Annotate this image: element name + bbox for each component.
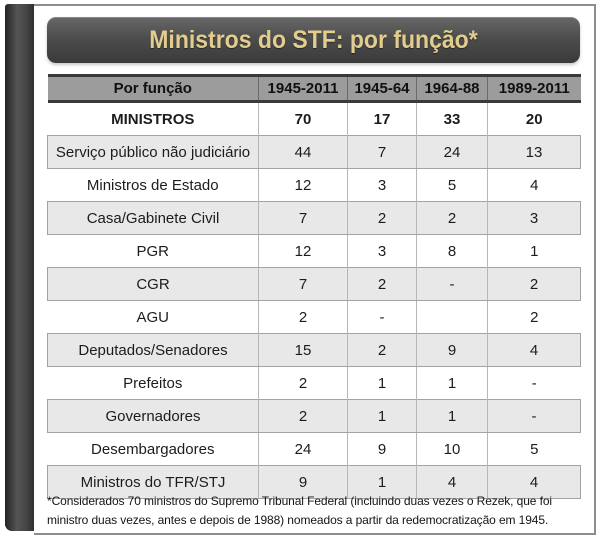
cell-value: 3 (347, 168, 417, 202)
row-label: Governadores (47, 399, 259, 433)
cell-value: - (416, 267, 488, 301)
row-label: Casa/Gabinete Civil (47, 201, 259, 235)
cell-value: 3 (347, 234, 417, 268)
table-row: CGR 7 2 - 2 (47, 267, 581, 301)
cell-value: 1 (416, 366, 488, 400)
row-label: Ministros de Estado (47, 168, 259, 202)
infographic-card: Ministros do STF: por função* Por função… (34, 4, 596, 535)
header-row: Por função 1945-2011 1945-64 1964-88 198… (47, 74, 581, 103)
row-label: Prefeitos (47, 366, 259, 400)
table-row: AGU 2 - 2 (47, 300, 581, 334)
table-row: Governadores 2 1 1 - (47, 399, 581, 433)
cell-value: 2 (416, 201, 488, 235)
table-row: Desembargadores 24 9 10 5 (47, 432, 581, 466)
cell-value: 24 (416, 135, 488, 169)
cell-value: 70 (258, 101, 348, 136)
cell-value: 13 (487, 135, 581, 169)
cell-value: 2 (258, 300, 348, 334)
cell-value (416, 300, 488, 334)
cell-value: 7 (258, 267, 348, 301)
cell-value: - (487, 366, 581, 400)
cell-value: 5 (487, 432, 581, 466)
cell-value: 20 (487, 101, 581, 136)
column-header-1945-64: 1945-64 (347, 74, 417, 103)
cell-value: 2 (487, 300, 581, 334)
table-row: Casa/Gabinete Civil 7 2 2 3 (47, 201, 581, 235)
cell-value: 1 (487, 234, 581, 268)
cell-value: 44 (258, 135, 348, 169)
cell-value: 4 (487, 168, 581, 202)
column-header-1964-88: 1964-88 (416, 74, 488, 103)
cell-value: 4 (487, 465, 581, 499)
column-header-1989-2011: 1989-2011 (487, 74, 581, 103)
cell-value: 15 (258, 333, 348, 367)
cell-value: 10 (416, 432, 488, 466)
cell-value: 7 (347, 135, 417, 169)
cell-value: 1 (347, 366, 417, 400)
cell-value: 1 (347, 399, 417, 433)
cell-value: 2 (347, 333, 417, 367)
left-spine-bar (5, 4, 34, 531)
cell-value: 33 (416, 101, 488, 136)
cell-value: 9 (416, 333, 488, 367)
cell-value: 2 (487, 267, 581, 301)
cell-value: 2 (347, 267, 417, 301)
cell-value: 4 (416, 465, 488, 499)
column-header-funcao: Por função (47, 74, 259, 103)
table-row: Deputados/Senadores 15 2 9 4 (47, 333, 581, 367)
table-row: PGR 12 3 8 1 (47, 234, 581, 268)
cell-value: 24 (258, 432, 348, 466)
stf-ministers-table: Por função 1945-2011 1945-64 1964-88 198… (47, 74, 581, 499)
table-header: Por função 1945-2011 1945-64 1964-88 198… (47, 74, 581, 103)
cell-value: 2 (258, 399, 348, 433)
cell-value: 7 (258, 201, 348, 235)
title-banner: Ministros do STF: por função* (47, 17, 580, 63)
cell-value: 5 (416, 168, 488, 202)
table-row: Ministros de Estado 12 3 5 4 (47, 168, 581, 202)
table-body: MINISTROS 70 17 33 20 Serviço público nã… (47, 101, 581, 499)
cell-value: 17 (347, 101, 417, 136)
row-label: CGR (47, 267, 259, 301)
table-row: MINISTROS 70 17 33 20 (47, 101, 581, 136)
cell-value: 12 (258, 168, 348, 202)
row-label: Deputados/Senadores (47, 333, 259, 367)
cell-value: 1 (347, 465, 417, 499)
cell-value: 4 (487, 333, 581, 367)
column-header-1945-2011: 1945-2011 (258, 74, 348, 103)
table-row: Ministros do TFR/STJ 9 1 4 4 (47, 465, 581, 499)
row-label: MINISTROS (47, 101, 259, 136)
row-label: PGR (47, 234, 259, 268)
cell-value: 9 (258, 465, 348, 499)
cell-value: 3 (487, 201, 581, 235)
cell-value: - (347, 300, 417, 334)
footnote-text: *Considerados 70 ministros do Supremo Tr… (47, 494, 552, 527)
row-label: AGU (47, 300, 259, 334)
cell-value: 2 (258, 366, 348, 400)
table-row: Serviço público não judiciário 44 7 24 1… (47, 135, 581, 169)
table-row: Prefeitos 2 1 1 - (47, 366, 581, 400)
row-label: Desembargadores (47, 432, 259, 466)
cell-value: 8 (416, 234, 488, 268)
cell-value: 12 (258, 234, 348, 268)
cell-value: 2 (347, 201, 417, 235)
row-label: Serviço público não judiciário (47, 135, 259, 169)
cell-value: 1 (416, 399, 488, 433)
row-label: Ministros do TFR/STJ (47, 465, 259, 499)
page-title: Ministros do STF: por função* (149, 25, 478, 54)
cell-value: - (487, 399, 581, 433)
cell-value: 9 (347, 432, 417, 466)
